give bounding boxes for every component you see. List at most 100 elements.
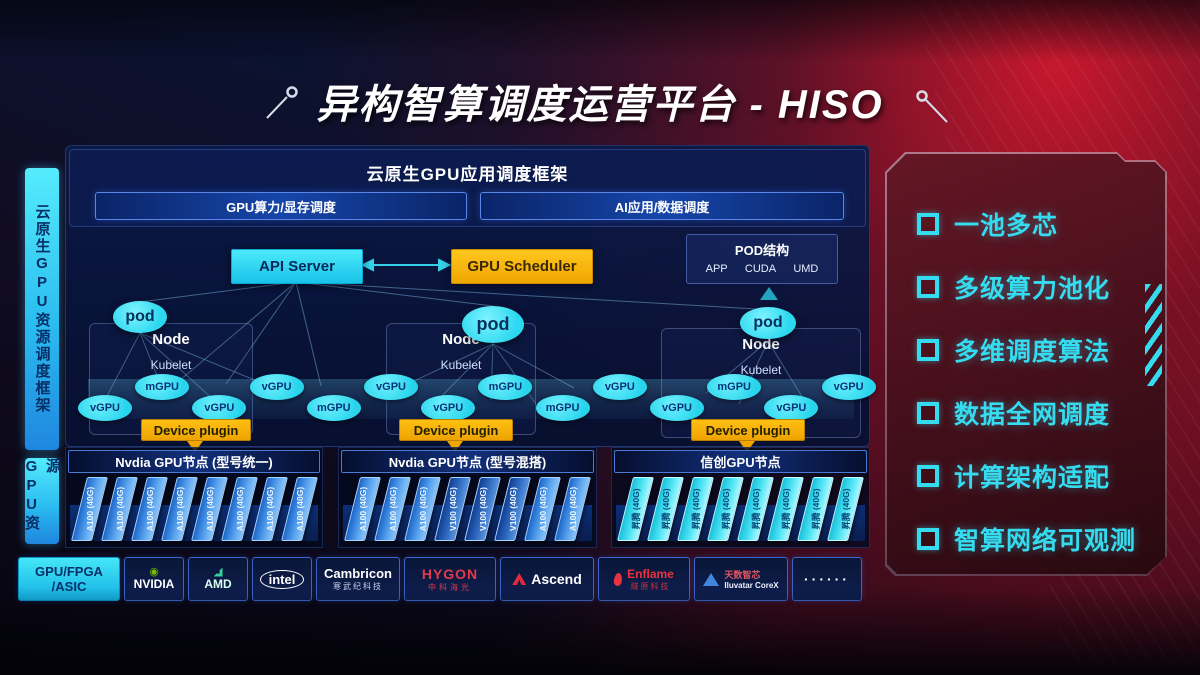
gpu-card: A100 (40G) <box>100 477 138 541</box>
gpu-ellipse-vgpu: vGPU <box>78 395 132 421</box>
vendor-intel: intel <box>252 557 312 601</box>
feature-panel: 一池多芯 多级算力池化 多维调度算法 数据全网调度 计算架构适配 智算网络可观测 <box>885 152 1167 576</box>
pod-layer-app: APP <box>705 263 728 275</box>
vendor-name: NVIDIA <box>133 577 175 591</box>
gpu-ellipse-vgpu: vGPU <box>592 374 647 400</box>
feature-label: 计算架构适配 <box>954 463 1111 492</box>
pod-layer-cuda: CUDA <box>744 263 777 275</box>
intel-logo: intel <box>259 569 305 589</box>
vendor-more: ······ <box>792 557 862 601</box>
chip-types-box: GPU/FPGA /ASIC <box>18 557 120 601</box>
pod-structure-title: POD结构 <box>734 243 790 258</box>
vendor-subname: 中科海光 <box>428 582 472 592</box>
kubelet-label: Kubelet <box>150 358 192 372</box>
gpu-ellipse-vgpu: vGPU <box>421 395 476 421</box>
device-plugin-2: Device plugin <box>399 419 513 441</box>
pod-structure-box: POD结构 APP CUDA UMD <box>686 234 838 284</box>
feature-list: 一池多芯 多级算力池化 多维调度算法 数据全网调度 计算架构适配 智算网络可观测 <box>917 192 1136 570</box>
pod-ellipse-2: pod <box>462 306 524 343</box>
gpu-ellipse-mgpu: mGPU <box>478 374 533 400</box>
gpu-group-title: Nvdia GPU节点 (型号混搭) <box>341 450 594 473</box>
chip-line-2: /ASIC <box>51 579 87 594</box>
vendor-name: HYGON <box>421 565 479 582</box>
feature-item: 多维调度算法 <box>917 318 1136 381</box>
gpu-card: A100 (40G) <box>280 477 318 541</box>
gpu-card: A100 (40G) <box>220 477 258 541</box>
gpu-ellipse-vgpu: vGPU <box>192 395 247 421</box>
vendor-hygon: HYGON 中科海光 <box>404 557 496 601</box>
vendor-name: Enflame <box>627 566 674 581</box>
feature-item: 计算架构适配 <box>917 444 1136 507</box>
gpu-card: A100 (40G) <box>70 477 108 541</box>
sidebar-label-gpu-resource: GPU资源 <box>23 458 61 544</box>
vendor-nvidia: ◉ NVIDIA <box>124 557 184 601</box>
square-bullet-icon <box>917 275 939 298</box>
device-plugin-1: Device plugin <box>141 419 251 441</box>
gpu-scheduler-box: GPU Scheduler <box>451 249 593 284</box>
gpu-card: A100 (40G) <box>190 477 228 541</box>
vendor-enflame: Enflame 燧原科技 <box>598 557 690 601</box>
circuit-node-icon <box>266 86 298 119</box>
feature-label: 多维调度算法 <box>954 337 1111 366</box>
gpu-ellipse-vgpu: vGPU <box>249 374 304 400</box>
pod-ellipse-3: pod <box>740 307 796 339</box>
gpu-ellipse-vgpu: vGPU <box>650 395 704 421</box>
square-bullet-icon <box>917 212 939 235</box>
square-bullet-icon <box>917 401 939 424</box>
page-title: 异构智算调度运营平台 - HISO <box>316 83 884 127</box>
square-bullet-icon <box>917 527 939 550</box>
scheduling-diagram-panel: 云原生GPU应用调度框架 GPU算力/显存调度 AI应用/数据调度 API Se… <box>65 145 876 452</box>
square-bullet-icon <box>917 464 939 487</box>
amd-icon <box>213 567 223 577</box>
feature-label: 多级算力池化 <box>954 274 1111 303</box>
api-server-box: API Server <box>231 249 363 284</box>
gpu-node-group-xinchuang: 信创GPU节点 昇腾 (40G) 昇腾 (40G) 昇腾 (40G) 昇腾 (40G)… <box>611 447 870 548</box>
gpu-ellipse-vgpu: vGPU <box>821 374 876 400</box>
vendor-name: 天数智芯 <box>724 570 761 580</box>
gpu-card: A100 (40G) <box>130 477 168 541</box>
feature-item: 数据全网调度 <box>917 381 1136 444</box>
feature-item: 一池多芯 <box>917 192 1136 255</box>
gpu-ellipse-vgpu: vGPU <box>764 395 819 421</box>
more-dots: ······ <box>804 571 850 587</box>
vendor-name: AMD <box>204 576 232 591</box>
square-bullet-icon <box>917 338 939 361</box>
vendor-ascend: Ascend <box>500 557 594 601</box>
hazard-stripes-icon <box>1145 284 1162 386</box>
gpu-ellipse-mgpu: mGPU <box>707 374 762 400</box>
flame-icon <box>613 572 624 586</box>
gpu-group-title: 信创GPU节点 <box>614 450 867 473</box>
vendor-subname: 寒武纪科技 <box>333 582 383 591</box>
chip-line-1: GPU/FPGA <box>35 564 103 579</box>
framework-title: 云原生GPU应用调度框架 <box>366 165 569 184</box>
vendor-iluvatar: 天数智芯 Iluvatar CoreX <box>694 557 788 601</box>
pod-up-arrow-icon <box>760 287 778 300</box>
device-plugin-3: Device plugin <box>691 419 805 441</box>
sidebar-label-cloud-native-gpu: 云原生GPU资源调度框架 <box>25 168 59 450</box>
gpu-group-title: Nvdia GPU节点 (型号统一) <box>68 450 320 473</box>
vendor-name: Cambricon <box>324 566 392 581</box>
gpu-card: A100 (40G) <box>160 477 198 541</box>
gpu-card-list: 昇腾 (40G) 昇腾 (40G) 昇腾 (40G) 昇腾 (40G) 昇腾 (40G)… <box>612 477 869 541</box>
pod-ellipse-1: pod <box>113 301 167 333</box>
kubelet-label: Kubelet <box>740 363 782 377</box>
module-ai-data-scheduling: AI应用/数据调度 <box>480 192 844 220</box>
vendor-name: Ascend <box>531 571 582 587</box>
gpu-ellipse-mgpu: mGPU <box>306 395 361 421</box>
node-title: Node <box>152 331 190 348</box>
feature-label: 一池多芯 <box>954 211 1059 240</box>
iluvatar-triangle-icon <box>703 572 720 586</box>
gpu-card-list: A100 (40G) A100 (40G) A100 (40G) A100 (40G)… <box>66 477 322 541</box>
vendor-cambricon: Cambricon 寒武纪科技 <box>316 557 400 601</box>
gpu-node-group-mixed: Nvdia GPU节点 (型号混搭) A100 (40G) A100 (40G) A… <box>338 447 597 548</box>
module-gpu-compute-scheduling: GPU算力/显存调度 <box>95 192 467 220</box>
feature-item: 多级算力池化 <box>917 255 1136 318</box>
vendor-subname: 燧原科技 <box>630 581 671 591</box>
gpu-card: 昇腾 (40G) <box>827 477 864 541</box>
gpu-ellipse-mgpu: mGPU <box>135 374 190 400</box>
pod-layer-umd: UMD <box>793 263 819 275</box>
nvidia-icon: ◉ <box>149 566 159 578</box>
gpu-card: A100 (40G) <box>554 477 591 541</box>
feature-label: 数据全网调度 <box>954 400 1111 429</box>
